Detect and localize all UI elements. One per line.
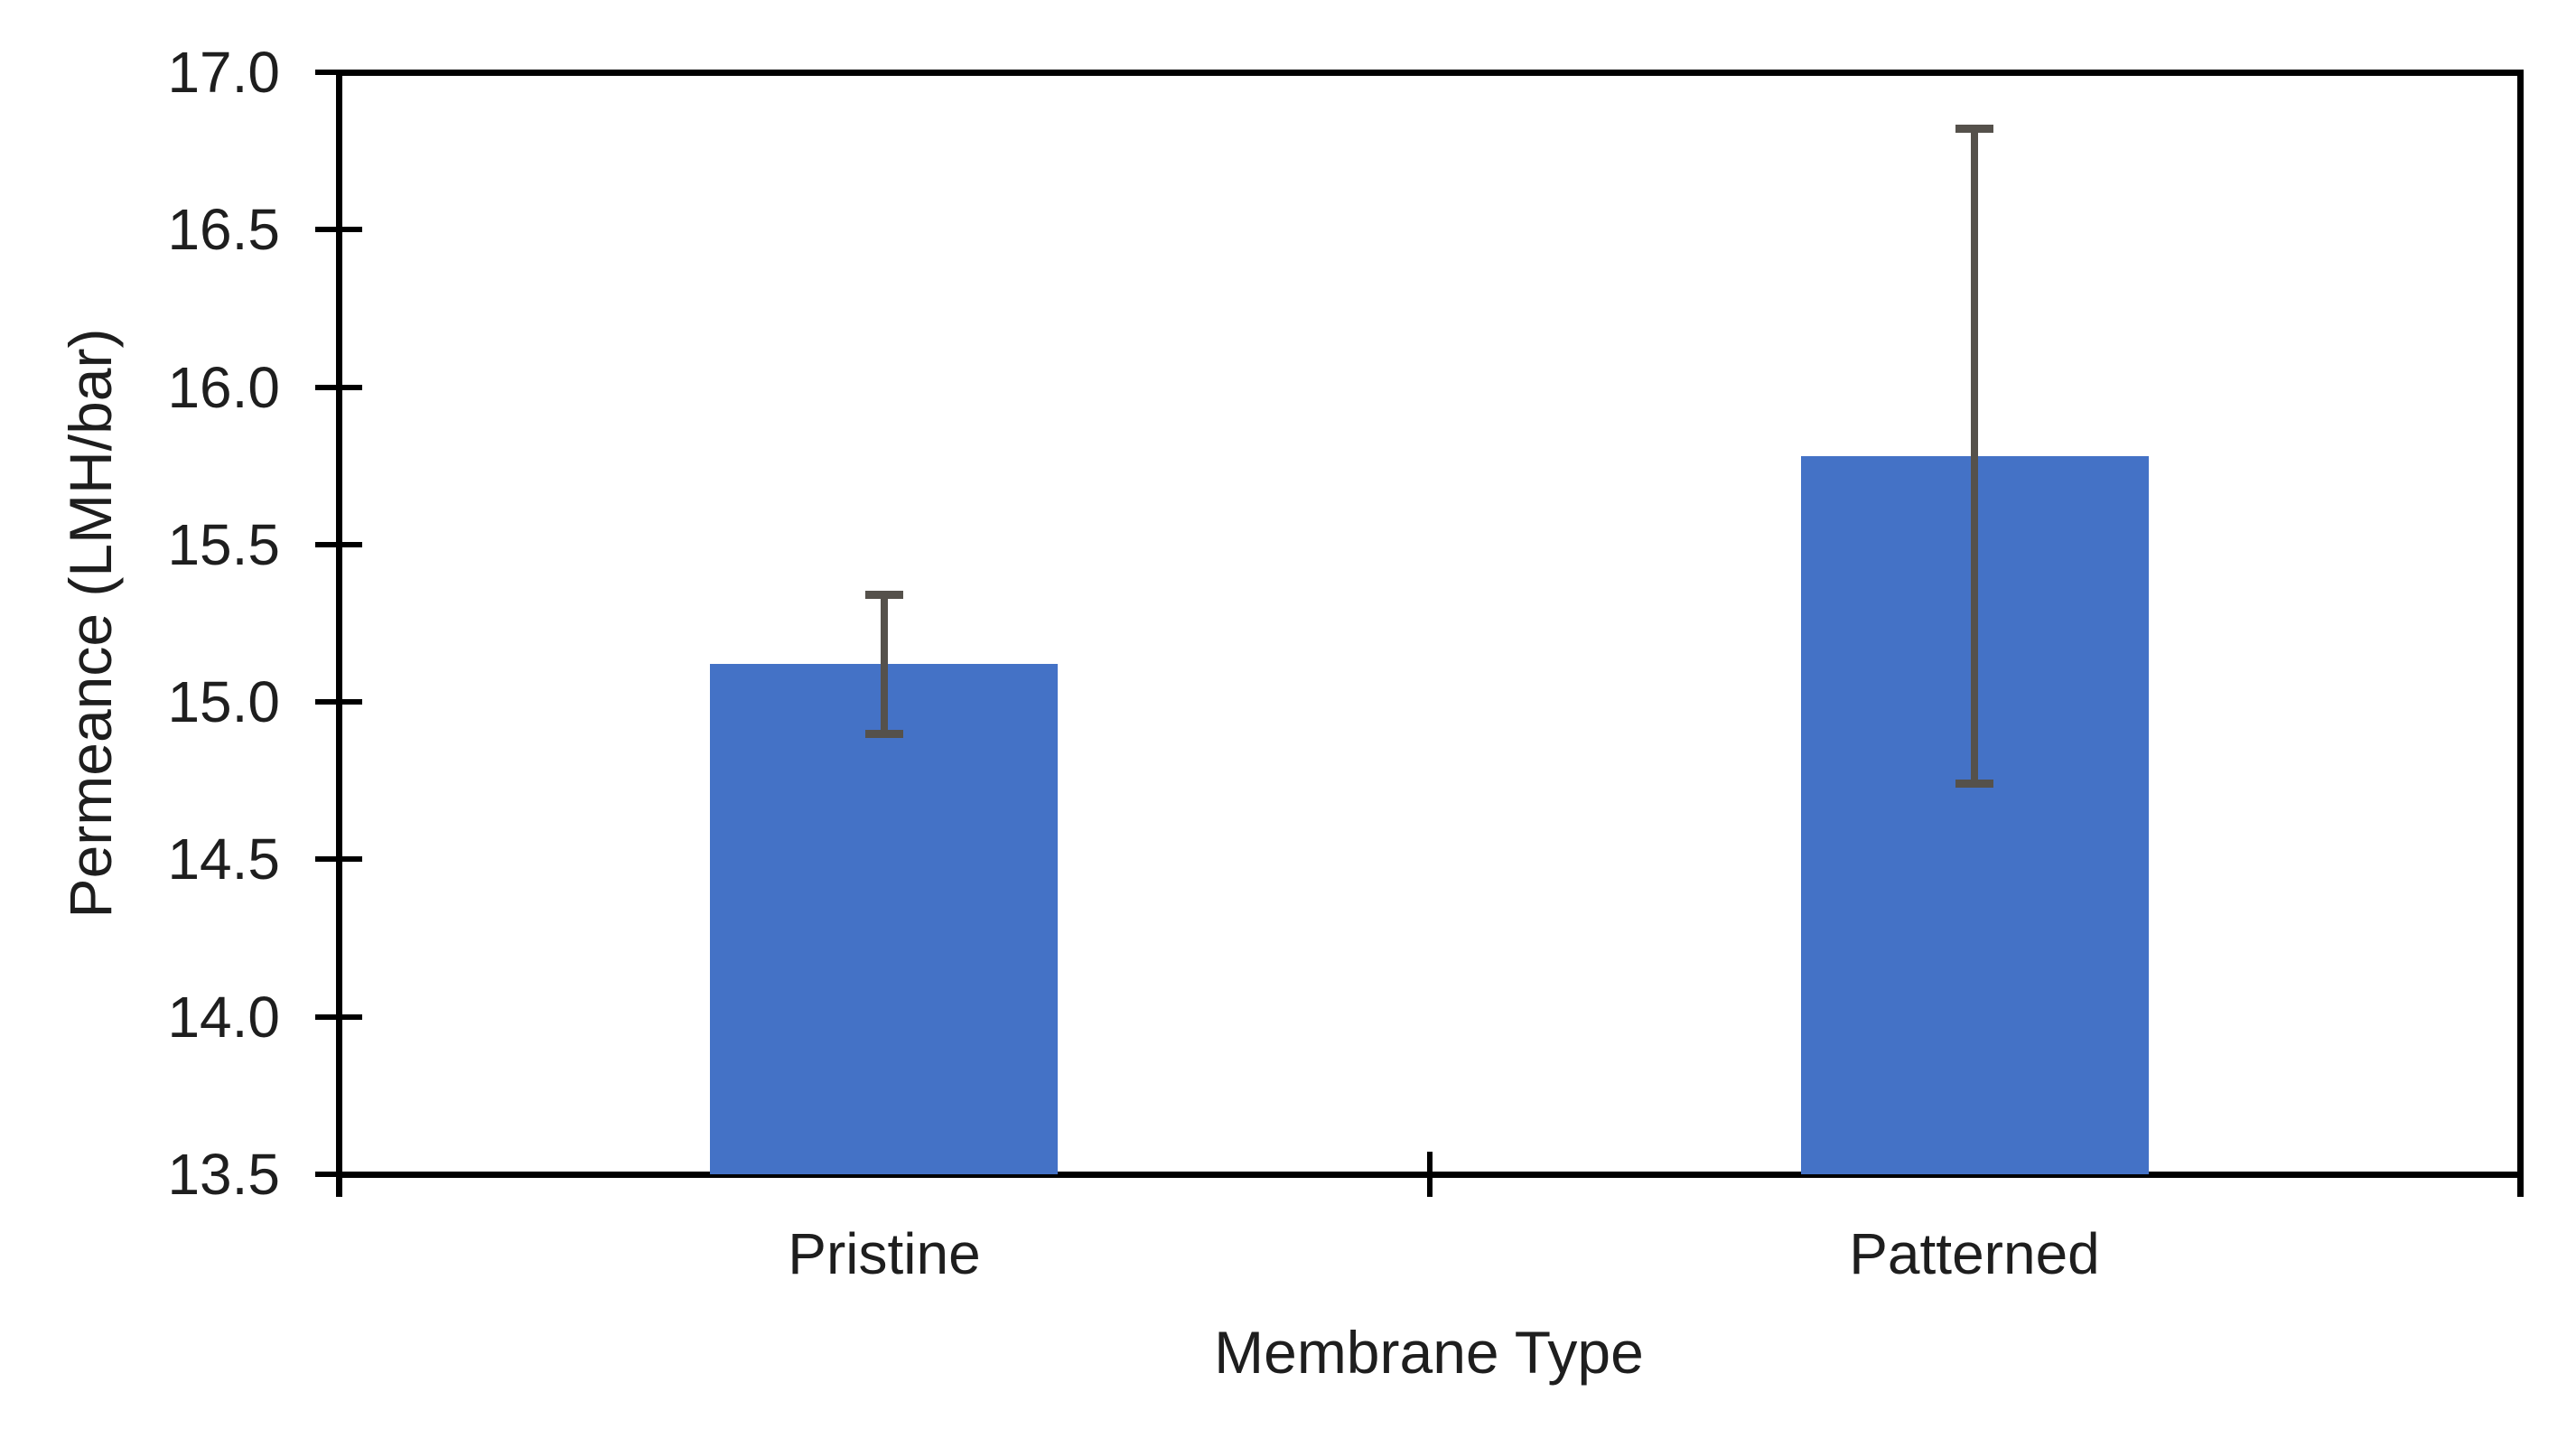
y-axis-tick: [315, 542, 362, 547]
x-axis-title: Membrane Type: [1214, 1319, 1644, 1386]
error-cap-top-patterned: [1955, 125, 1993, 133]
y-axis-tick: [315, 1014, 362, 1020]
x-category-label-pristine: Pristine: [788, 1221, 981, 1286]
y-axis-tick: [315, 856, 362, 862]
error-bar-pristine: [881, 595, 888, 733]
y-tick-label: 15.0: [167, 669, 280, 734]
y-tick-label: 16.5: [167, 197, 280, 262]
y-axis-tick: [315, 227, 362, 232]
bar-pristine: [710, 664, 1058, 1174]
x-axis-tick: [1426, 1152, 1433, 1197]
x-category-label-patterned: Patterned: [1849, 1221, 2100, 1286]
error-cap-top-pristine: [865, 591, 903, 599]
y-tick-label: 14.0: [167, 985, 280, 1050]
error-bar-patterned: [1971, 129, 1978, 784]
y-tick-label: 13.5: [167, 1142, 280, 1207]
y-tick-label: 14.5: [167, 827, 280, 892]
y-tick-label: 17.0: [167, 40, 280, 105]
y-tick-label: 16.0: [167, 355, 280, 420]
y-axis-line: [336, 70, 342, 1197]
y-tick-label: 15.5: [167, 512, 280, 577]
plot-top-border: [336, 70, 2523, 76]
y-axis-tick: [315, 699, 362, 705]
error-cap-bottom-pristine: [865, 730, 903, 738]
y-axis-tick: [315, 70, 362, 75]
error-cap-bottom-patterned: [1955, 780, 1993, 788]
y-axis-tick: [315, 1172, 362, 1177]
plot-right-border: [2517, 70, 2524, 1197]
y-axis-tick: [315, 385, 362, 390]
